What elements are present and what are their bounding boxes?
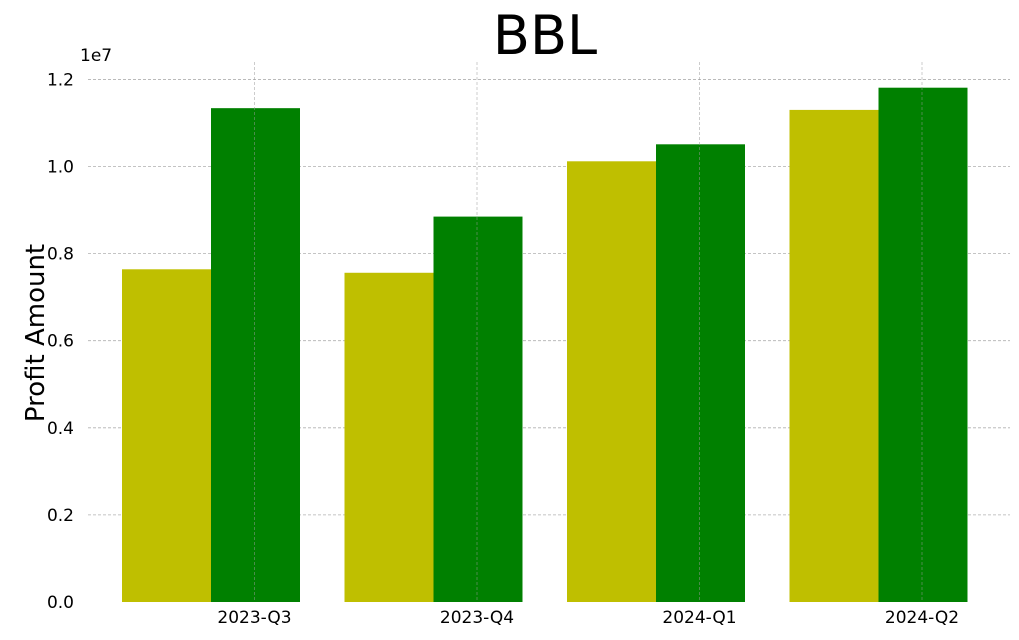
y-tick-label: 0.0 [47,593,74,613]
bar-2024-Q1-series-1 [567,161,656,602]
chart-title: BBL [493,4,597,67]
vertical-grid-layer [254,62,923,602]
bar-2023-Q4-series-2 [433,216,523,602]
bar-2023-Q4-series-1 [344,272,434,602]
y-axis-label: Profit Amount [21,244,51,422]
bar-2024-Q2-series-2 [878,87,968,603]
y-tick-label: 0.4 [47,419,74,439]
y-axis-multiplier-label: 1e7 [80,46,112,66]
y-tick-label: 0.2 [47,506,74,526]
bar-2024-Q2-series-1 [789,109,879,602]
bar-2024-Q1-series-2 [656,144,745,602]
y-tick-label: 1.2 [47,70,74,90]
bars-layer [122,87,968,603]
grid-layer [88,79,1010,516]
ticks-layer: 0.0 0.2 0.4 0.6 0.8 1.0 1.2 2023-Q3 2023-Q4 2024-… [47,70,959,628]
x-tick-label: 2024-Q2 [885,608,959,628]
x-tick-label: 2023-Q3 [217,608,291,628]
x-tick-label: 2024-Q1 [662,608,736,628]
bar-2023-Q3-series-2 [211,108,300,603]
bar-2023-Q3-series-1 [122,269,211,602]
y-tick-label: 0.6 [47,332,74,352]
y-tick-label: 0.8 [47,245,74,265]
x-tick-label: 2023-Q4 [440,608,514,628]
y-tick-label: 1.0 [47,158,74,178]
